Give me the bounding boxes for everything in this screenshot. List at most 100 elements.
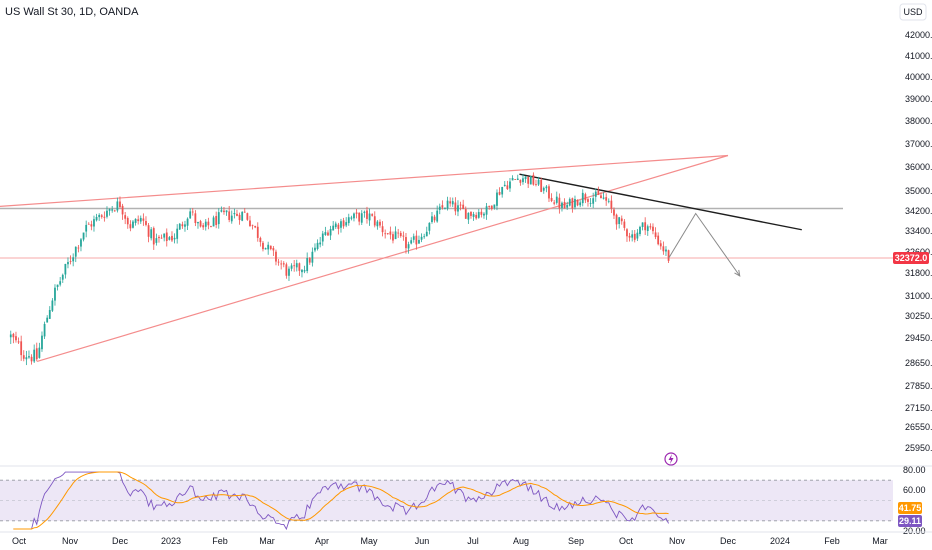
candle-body	[9, 334, 12, 338]
candle-body	[568, 199, 571, 206]
candle-body	[184, 224, 186, 227]
candle-body	[535, 184, 537, 186]
candle-body	[636, 232, 639, 239]
descending-trendline[interactable]	[519, 173, 802, 231]
time-tick-label: Feb	[212, 536, 228, 546]
candle-body	[665, 249, 667, 252]
candle-body	[618, 217, 621, 225]
currency-button[interactable]: USD	[899, 3, 927, 21]
price-tick-label: 27150.0	[905, 403, 932, 413]
price-pane[interactable]	[0, 154, 893, 366]
candle-body	[631, 234, 634, 238]
rsi-moving-average[interactable]	[13, 471, 669, 530]
candle-body	[483, 213, 485, 216]
price-tick-label: 31000.0	[905, 291, 932, 301]
candle-body	[290, 265, 293, 269]
candle-body	[194, 213, 197, 224]
candle-body	[61, 274, 64, 280]
candle-body	[155, 238, 158, 243]
candle-body	[129, 224, 132, 229]
candle-body	[345, 222, 348, 226]
flash-icon[interactable]	[664, 452, 678, 466]
candle-body	[327, 232, 329, 236]
candle-body	[537, 179, 540, 185]
time-tick-label: 2023	[161, 536, 181, 546]
candle-body	[285, 264, 288, 276]
candle-body	[332, 225, 335, 231]
candle-body	[558, 197, 561, 209]
projection-path[interactable]	[668, 212, 741, 277]
candle-body	[428, 222, 431, 231]
candle-body	[173, 237, 176, 240]
candle-body	[353, 213, 355, 219]
candle-body	[56, 284, 59, 287]
candle-body	[480, 211, 483, 215]
candle-body	[139, 217, 142, 222]
candle-body	[119, 201, 121, 208]
time-tick-label: Dec	[112, 536, 129, 546]
candle-body	[444, 207, 446, 209]
candle-body	[82, 232, 85, 240]
candle-body	[464, 209, 467, 219]
candle-body	[459, 204, 462, 206]
candle-body	[602, 197, 605, 199]
signal-value-tag: 29.11	[898, 515, 922, 527]
candle-body	[85, 224, 88, 232]
candle-body	[399, 232, 402, 237]
rsi-pane[interactable]	[0, 471, 893, 531]
candle-body	[597, 190, 600, 195]
candle-body	[451, 201, 454, 205]
candle-body	[579, 202, 582, 206]
candle-body	[470, 211, 472, 216]
candle-body	[46, 317, 49, 323]
candle-body	[324, 232, 327, 235]
candle-body	[77, 247, 80, 249]
candle-body	[394, 231, 397, 240]
candle-body	[163, 233, 166, 238]
candle-body	[134, 218, 137, 223]
rsi-line[interactable]	[13, 471, 669, 531]
candle-body	[264, 248, 267, 250]
candle-body	[657, 235, 660, 245]
price-tick-label: 30250.0	[905, 311, 932, 321]
candle-body	[38, 347, 41, 358]
candle-body	[223, 210, 225, 213]
candle-body	[423, 236, 426, 238]
candle-body	[204, 221, 207, 227]
candle-body	[30, 356, 33, 362]
candle-body	[402, 235, 405, 237]
candle-body	[217, 212, 220, 225]
candle-body	[212, 217, 215, 227]
lower-trendline[interactable]	[36, 154, 729, 363]
candle-body	[457, 205, 459, 212]
upper-trendline[interactable]	[0, 154, 729, 209]
candle-body	[288, 268, 290, 276]
time-axis[interactable]: Oct Nov Dec 2023 Feb Mar Apr May Jun Jul Aug Sep Oct…	[12, 536, 888, 546]
candle-body	[654, 232, 657, 238]
candle-body	[160, 237, 163, 239]
candle-body	[496, 192, 498, 206]
candle-body	[126, 218, 129, 225]
rsi-tick-label: 20.00	[903, 526, 926, 536]
candle-body	[121, 205, 124, 215]
candle-body	[347, 217, 350, 224]
signal-value-label: 29.11	[899, 516, 921, 526]
candle-body	[574, 199, 576, 208]
time-tick-label: Mar	[259, 536, 275, 546]
rsi-axis[interactable]: 80.00 60.00 20.00	[903, 465, 926, 536]
candle-body	[150, 229, 153, 239]
candle-body	[22, 355, 25, 359]
candle-body	[168, 237, 171, 240]
price-tick-label: 26550.0	[905, 422, 932, 432]
candle-body	[628, 235, 631, 238]
price-axis[interactable]: 42000.0 41000.0 40000.0 39000.0 38000.0 37000…	[905, 30, 932, 453]
candle-body	[441, 205, 444, 208]
candle-body	[337, 224, 340, 229]
candle-body	[633, 233, 636, 240]
candle-body	[17, 341, 20, 343]
candle-body	[43, 323, 46, 337]
current-price-label: 32372.0	[895, 253, 928, 263]
candle-body	[594, 191, 597, 197]
candle-body	[420, 236, 423, 240]
